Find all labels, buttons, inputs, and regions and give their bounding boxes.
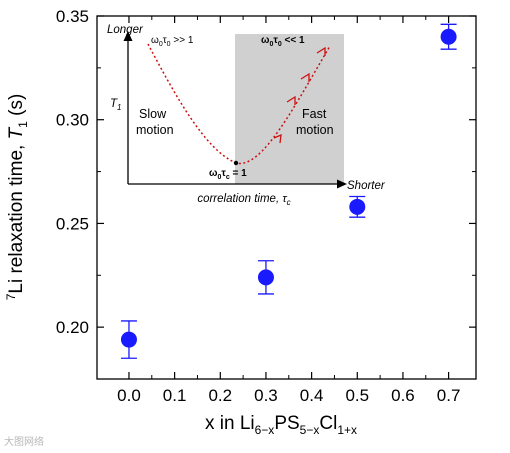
x-tick-label: 0.4 xyxy=(300,386,324,405)
cond-min-b-sub: c xyxy=(226,174,230,181)
x-label-mid1: PS xyxy=(274,413,299,434)
inset-corr-var: τ xyxy=(282,193,287,205)
inset-corr-sub: c xyxy=(287,198,291,207)
cond-right-rest: << 1 xyxy=(282,35,305,46)
cond-left-a: ω xyxy=(151,35,159,46)
cond-left-b: τ xyxy=(163,35,167,46)
y-tick-label: 0.35 xyxy=(56,7,89,26)
inset-t1-var: T xyxy=(110,98,118,110)
cond-right-a-sub: 0 xyxy=(269,41,273,48)
y-tick-label: 0.30 xyxy=(56,111,89,130)
inset-y-arrow xyxy=(123,31,133,41)
y-label-main: Li relaxation time, xyxy=(6,139,27,293)
slow-line1: Slow xyxy=(139,107,167,121)
cond-right-b-sub: 0 xyxy=(278,41,282,48)
curve-arrow-4 xyxy=(316,46,326,56)
cond-right-a: ω xyxy=(261,35,270,46)
x-ticks: 0.0 0.1 0.2 0.3 0.4 0.5 0.6 0.7 xyxy=(117,16,460,405)
y-tick-label: 0.25 xyxy=(56,214,89,233)
y-label-sup: 7 xyxy=(4,293,18,300)
cond-right-label: ω0τ0 << 1 xyxy=(261,35,305,48)
slow-line2: motion xyxy=(136,123,174,137)
cond-right-b: τ xyxy=(273,35,278,46)
x-label-sub1: 6−x xyxy=(255,423,275,437)
x-tick-label: 0.5 xyxy=(345,386,369,405)
inset-fast-label: Fast motion xyxy=(296,107,334,137)
data-point xyxy=(257,269,274,286)
x-label-main: x in Li xyxy=(205,413,255,434)
fast-line1: Fast xyxy=(302,107,327,121)
x-label-sub3: 1+x xyxy=(337,423,357,437)
cond-min-a-sub: 0 xyxy=(217,174,221,181)
plot-frame xyxy=(96,15,477,380)
data-point xyxy=(349,198,366,215)
cond-left-b-sub: 0 xyxy=(167,41,171,48)
inset-shorter-label: Shorter xyxy=(347,180,386,192)
curve-arrow-1 xyxy=(273,133,282,144)
inset-schematic: Longer Shorter T1 correlation time, τc S… xyxy=(107,24,386,207)
inset-corr-label: correlation time, τc xyxy=(197,193,290,207)
cond-min-b: τ xyxy=(221,168,226,179)
data-points xyxy=(120,23,457,359)
y-axis-label: 7Li relaxation time, T1 (s) xyxy=(4,94,30,301)
y-label-var: T xyxy=(6,126,27,139)
inset-corr-main: correlation time, xyxy=(197,193,282,205)
y-label-sub: 1 xyxy=(16,121,30,128)
curve-arrow-3 xyxy=(300,72,310,82)
x-tick-label: 0.7 xyxy=(437,386,461,405)
x-label-sub2: 5−x xyxy=(300,423,320,437)
inset-t1-label: T1 xyxy=(110,98,121,112)
inset-x-arrow xyxy=(337,179,347,189)
x-tick-label: 0.3 xyxy=(254,386,278,405)
cond-left-label: ω0τ0 >> 1 xyxy=(151,35,194,48)
fast-line2: motion xyxy=(296,123,334,137)
y-tick-label: 0.20 xyxy=(56,318,89,337)
y-ticks: 0.20 0.25 0.30 0.35 xyxy=(56,7,476,380)
x-tick-label: 0.1 xyxy=(163,386,187,405)
y-label-unit: (s) xyxy=(6,94,27,121)
x-tick-label: 0.6 xyxy=(391,386,415,405)
cond-left-rest: >> 1 xyxy=(171,35,194,46)
data-point xyxy=(120,331,137,348)
cond-min-rest: = 1 xyxy=(230,168,247,179)
watermark: 大图网络 xyxy=(4,437,44,448)
x-label-mid2: Cl xyxy=(319,413,337,434)
inset-t1-sub: 1 xyxy=(117,103,121,112)
x-axis-label: x in Li6−xPS5−xCl1+x xyxy=(205,413,357,437)
curve-arrow-2 xyxy=(286,95,296,105)
data-point xyxy=(440,28,457,45)
x-tick-label: 0.2 xyxy=(208,386,232,405)
cond-min-a: ω xyxy=(209,168,218,179)
cond-left-a-sub: 0 xyxy=(159,41,163,48)
inset-longer-label: Longer xyxy=(107,24,144,36)
curve-minimum-dot xyxy=(233,160,239,166)
x-tick-label: 0.0 xyxy=(117,386,141,405)
cond-min-label: ω0τc = 1 xyxy=(209,168,247,181)
inset-slow-label: Slow motion xyxy=(136,107,174,137)
